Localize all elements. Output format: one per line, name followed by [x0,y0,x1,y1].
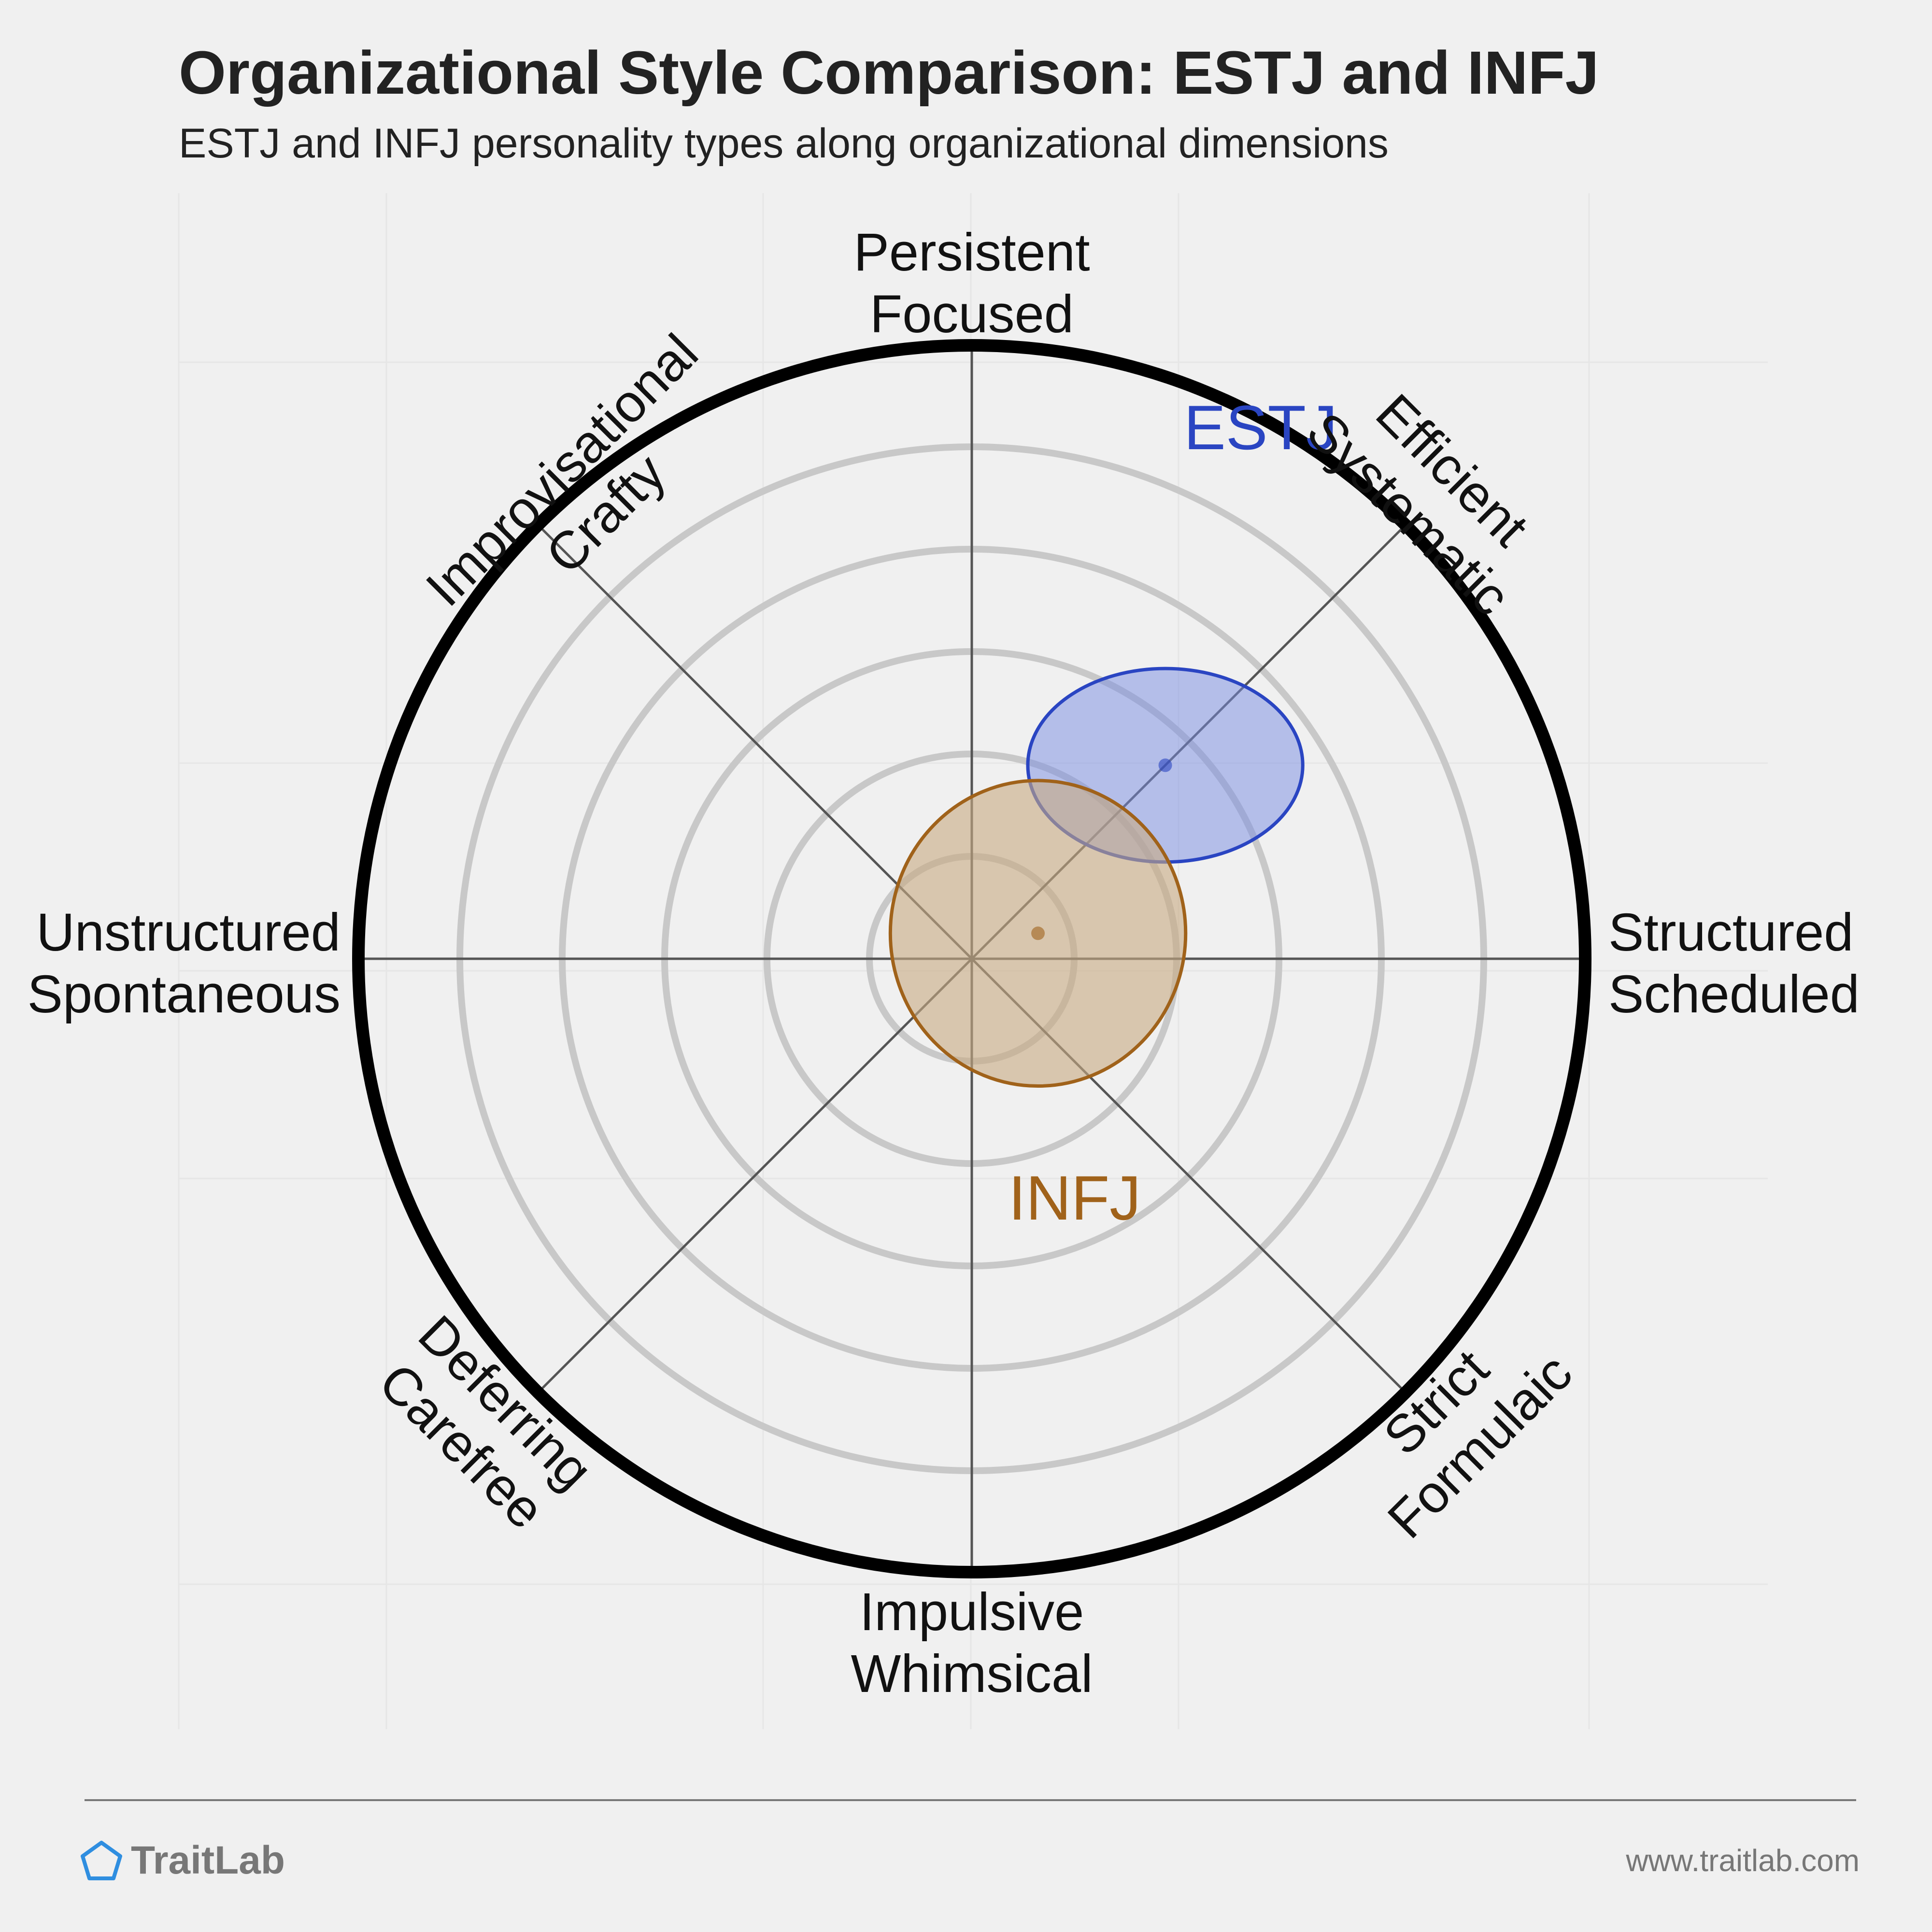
series-label-infj: INFJ [1009,1163,1141,1233]
series-point-infj [1031,926,1045,940]
series-point-estj [1158,758,1172,772]
axis-label-bottom-line: Impulsive [860,1582,1084,1642]
website-url: www.traitlab.com [1626,1843,1860,1878]
chart-title: Organizational Style Comparison: ESTJ an… [179,39,1599,107]
series-label-estj: ESTJ [1184,392,1337,463]
axis-label-left-line: Unstructured [36,903,341,962]
pentagon-logo-icon [81,1841,122,1880]
brand: TraitLab [80,1838,285,1883]
series-layer: ESTJ INFJ [888,392,1337,1233]
axis-label-left-line: Spontaneous [28,965,341,1024]
axis-label-bottom-line: Whimsical [851,1644,1093,1704]
footer-divider [85,1799,1856,1801]
outer-ring [352,339,1591,1578]
axis-label-top-line: Persistent [853,223,1090,282]
axis-label-right-line: Structured [1608,903,1853,962]
axis-label-top-line: Focused [870,284,1074,344]
chart-subtitle: ESTJ and INFJ personality types along or… [179,120,1389,167]
axis-label-top-left-line: Improvisational [414,323,709,617]
brand-name: TraitLab [131,1838,285,1882]
axis-label-right-line: Scheduled [1608,965,1860,1024]
